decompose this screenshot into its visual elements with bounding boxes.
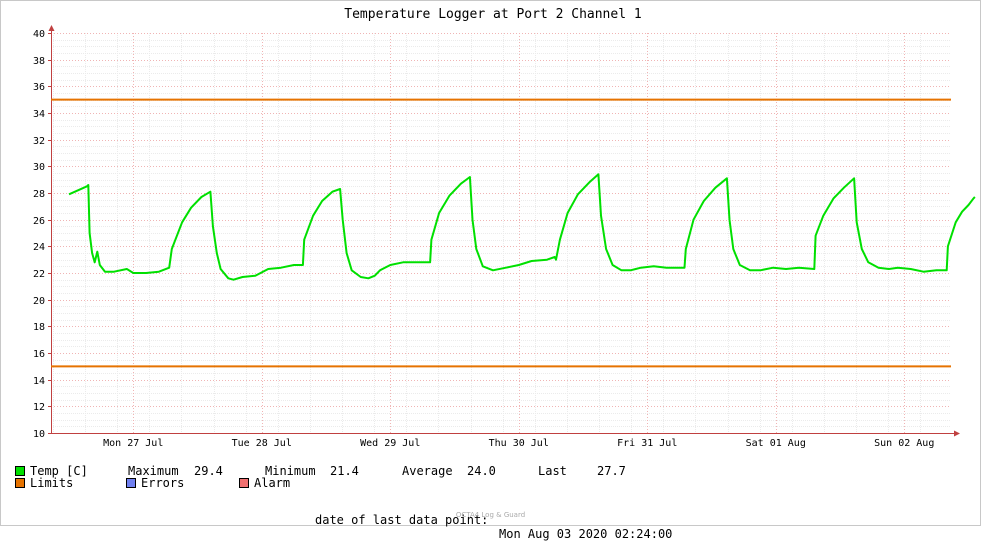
- y-tick-label: 24: [33, 242, 45, 253]
- y-tick-label: 36: [33, 82, 45, 93]
- limit-lines: [51, 98, 951, 368]
- last-data-point: date of last data point: Mon Aug 03 2020…: [0, 499, 981, 541]
- y-tick-label: 16: [33, 349, 45, 360]
- series-line-temp: [68, 173, 976, 281]
- legend-limits-label: Limits: [30, 476, 74, 490]
- legend-errors-swatch: [126, 478, 136, 488]
- chart-frame: [0, 0, 981, 526]
- legend-min-label: Minimum: [265, 464, 316, 478]
- y-axis-ticks: 10 12 14 16 18 20 22 24 26 28 30 32 34 36 38 40: [33, 29, 45, 440]
- x-tick-label: Tue 28 Jul: [232, 438, 292, 449]
- credit: OCTA4 Log & Guard: [455, 511, 526, 519]
- legend-row-2: Limits Errors Alarm: [15, 476, 915, 490]
- y-tick-label: 28: [33, 189, 45, 200]
- legend-last-label: Last: [538, 464, 567, 478]
- legend-errors-label: Errors: [141, 476, 185, 490]
- last-data-point-value: Mon Aug 03 2020 02:24:00: [499, 527, 673, 541]
- y-tick-label: 12: [33, 402, 45, 413]
- legend-last-value: 27.7: [597, 464, 626, 478]
- x-axis-ticks: Mon 27 Jul Tue 28 Jul Wed 29 Jul Thu 30 Jul…: [103, 438, 934, 449]
- y-tick-label: 20: [33, 296, 45, 307]
- y-tick-label: 18: [33, 322, 45, 333]
- y-tick-label: 14: [33, 376, 45, 387]
- x-tick-label: Mon 27 Jul: [103, 438, 163, 449]
- legend-max-value: 29.4: [194, 464, 223, 478]
- chart-canvas: Temperature Logger at Port 2 Channel 1 1…: [33, 7, 976, 449]
- x-tick-label: Fri 31 Jul: [617, 438, 677, 449]
- y-tick-label: 32: [33, 136, 45, 147]
- legend-temp: Temp [C] Maximum 29.4 Minimum 21.4 Avera…: [15, 464, 915, 478]
- y-tick-label: 34: [33, 109, 45, 120]
- legend-avg-label: Average: [402, 464, 453, 478]
- y-tick-label: 22: [33, 269, 45, 280]
- x-tick-label: Thu 30 Jul: [489, 438, 549, 449]
- legend-max-label: Maximum: [128, 464, 179, 478]
- legend-temp-label: Temp [C]: [30, 464, 88, 478]
- legend-limits-swatch: [15, 478, 25, 488]
- chart-title: Temperature Logger at Port 2 Channel 1: [344, 7, 641, 22]
- y-axis-arrow: [48, 25, 55, 31]
- legend-alarm-label: Alarm: [254, 476, 291, 490]
- y-tick-label: 10: [33, 429, 45, 440]
- y-tick-label: 40: [33, 29, 45, 40]
- last-data-point-prefix: date of last data point:: [315, 513, 489, 527]
- x-tick-label: Wed 29 Jul: [360, 438, 420, 449]
- x-tick-label: Sun 02 Aug: [874, 438, 934, 449]
- y-tick-label: 26: [33, 216, 45, 227]
- legend-alarm-swatch: [239, 478, 249, 488]
- legend-avg-value: 24.0: [467, 464, 496, 478]
- x-tick-label: Sat 01 Aug: [746, 438, 806, 449]
- legend-min-value: 21.4: [330, 464, 359, 478]
- y-tick-label: 30: [33, 162, 45, 173]
- legend-temp-swatch: [15, 466, 25, 476]
- y-tick-label: 38: [33, 56, 45, 67]
- x-axis-arrow: [954, 430, 960, 437]
- series-group: [68, 173, 976, 281]
